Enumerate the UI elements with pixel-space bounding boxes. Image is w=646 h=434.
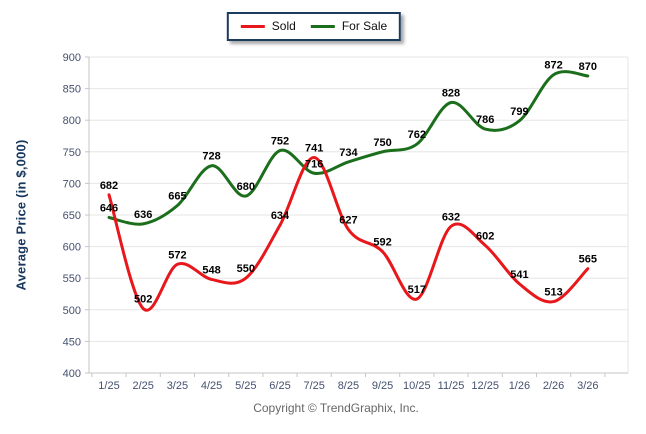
- y-tick-label: 900: [63, 52, 81, 64]
- legend-item-sold: Sold: [240, 19, 296, 33]
- copyright-text: Copyright © TrendGraphix, Inc.: [253, 401, 419, 415]
- x-tick-label: 8/25: [338, 380, 359, 392]
- data-label: 828: [442, 88, 460, 100]
- data-label: 548: [202, 264, 220, 276]
- legend: Sold For Sale: [226, 12, 402, 41]
- data-label: 716: [305, 158, 323, 170]
- y-axis-title: Average Price (in $,000): [13, 139, 29, 291]
- data-label: 513: [544, 287, 562, 299]
- data-label: 632: [442, 211, 460, 223]
- x-tick-label: 6/25: [269, 380, 290, 392]
- for-sale-line: [107, 70, 590, 226]
- legend-label-sold: Sold: [271, 19, 296, 33]
- data-label: 665: [168, 191, 186, 203]
- data-label: 762: [408, 129, 426, 141]
- x-tick-label: 1/26: [509, 380, 530, 392]
- for-sale-line-swatch: [310, 24, 335, 28]
- x-tick-label: 3/26: [577, 380, 598, 392]
- y-tick-label: 750: [63, 147, 81, 159]
- legend-label-for-sale: For Sale: [341, 19, 388, 33]
- y-tick-label: 700: [63, 178, 81, 190]
- y-tick-label: 850: [63, 84, 81, 96]
- data-label: 870: [579, 61, 597, 73]
- data-label: 799: [510, 106, 528, 118]
- y-tick-label: 800: [63, 115, 81, 127]
- x-tick-label: 5/25: [235, 380, 256, 392]
- data-label: 627: [339, 215, 357, 227]
- x-tick-label: 7/25: [303, 380, 324, 392]
- data-label: 550: [237, 263, 255, 275]
- data-label: 646: [100, 203, 118, 215]
- data-label: 636: [134, 209, 152, 221]
- x-tick-label: 2/25: [132, 380, 153, 392]
- data-label: 734: [339, 147, 358, 159]
- data-label: 872: [544, 60, 562, 72]
- data-label: 680: [237, 181, 255, 193]
- data-label: 750: [373, 137, 391, 149]
- data-label: 517: [408, 284, 426, 296]
- x-tick-label: 3/25: [167, 380, 188, 392]
- legend-item-for-sale: For Sale: [310, 19, 388, 33]
- y-tick-label: 600: [63, 242, 81, 254]
- y-tick-label: 450: [63, 336, 81, 348]
- data-label: 752: [271, 136, 289, 148]
- sold-line: [107, 155, 590, 312]
- x-tick-label: 11/25: [438, 380, 465, 392]
- data-label: 602: [476, 230, 494, 242]
- y-tick-label: 550: [63, 273, 81, 285]
- data-label: 502: [134, 294, 152, 306]
- data-label: 572: [168, 249, 186, 261]
- data-label: 786: [476, 114, 494, 126]
- x-tick-label: 10/25: [403, 380, 431, 392]
- x-tick-label: 12/25: [471, 380, 499, 392]
- y-tick-label: 650: [63, 210, 81, 222]
- x-tick-label: 4/25: [201, 380, 222, 392]
- sold-line-swatch: [240, 24, 265, 28]
- data-label: 565: [579, 254, 597, 266]
- x-tick-label: 9/25: [372, 380, 393, 392]
- data-label: 592: [373, 237, 391, 249]
- x-tick-label: 2/26: [543, 380, 564, 392]
- data-label: 541: [510, 269, 528, 281]
- data-label: 634: [271, 210, 290, 222]
- data-label: 728: [202, 151, 220, 163]
- y-tick-label: 400: [63, 368, 81, 380]
- y-tick-label: 500: [63, 305, 81, 317]
- x-tick-label: 1/25: [98, 380, 119, 392]
- data-label: 682: [100, 180, 118, 192]
- data-label: 741: [305, 142, 323, 154]
